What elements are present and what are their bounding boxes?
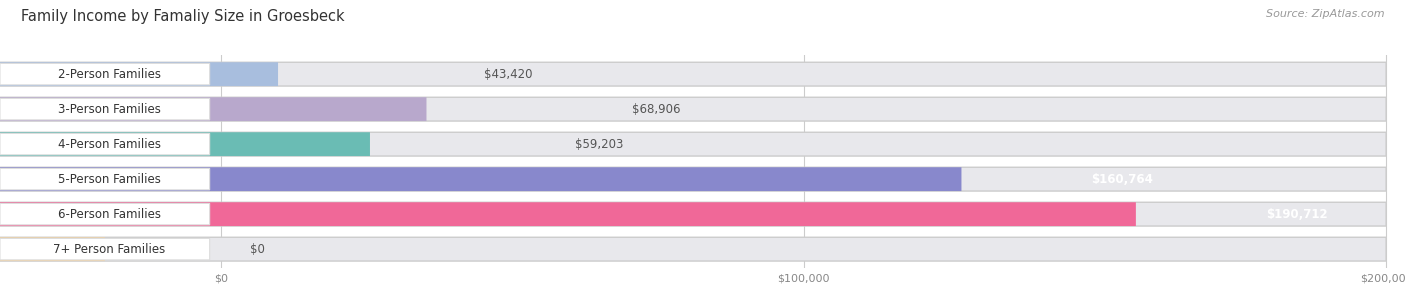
Text: $160,764: $160,764 <box>1091 173 1153 186</box>
Text: 3-Person Families: 3-Person Families <box>58 103 160 116</box>
FancyBboxPatch shape <box>0 97 1386 121</box>
FancyBboxPatch shape <box>0 134 209 155</box>
FancyBboxPatch shape <box>0 237 1386 261</box>
FancyBboxPatch shape <box>0 202 1136 226</box>
Text: $0: $0 <box>250 243 266 256</box>
Text: Family Income by Famaliy Size in Groesbeck: Family Income by Famaliy Size in Groesbe… <box>21 9 344 24</box>
FancyBboxPatch shape <box>0 237 105 261</box>
FancyBboxPatch shape <box>0 132 370 156</box>
Text: 6-Person Families: 6-Person Families <box>58 208 160 221</box>
FancyBboxPatch shape <box>0 97 426 121</box>
FancyBboxPatch shape <box>0 63 209 85</box>
Text: $190,712: $190,712 <box>1265 208 1327 221</box>
FancyBboxPatch shape <box>0 239 209 260</box>
Text: $43,420: $43,420 <box>484 68 531 81</box>
FancyBboxPatch shape <box>0 99 209 120</box>
Text: 5-Person Families: 5-Person Families <box>58 173 160 186</box>
FancyBboxPatch shape <box>0 203 209 225</box>
FancyBboxPatch shape <box>0 62 1386 86</box>
Text: 2-Person Families: 2-Person Families <box>58 68 160 81</box>
Text: 7+ Person Families: 7+ Person Families <box>53 243 165 256</box>
FancyBboxPatch shape <box>0 167 1386 191</box>
FancyBboxPatch shape <box>0 202 1386 226</box>
FancyBboxPatch shape <box>0 62 278 86</box>
FancyBboxPatch shape <box>0 168 209 190</box>
FancyBboxPatch shape <box>0 167 962 191</box>
Text: $68,906: $68,906 <box>631 103 681 116</box>
Text: 4-Person Families: 4-Person Families <box>58 138 160 151</box>
Text: Source: ZipAtlas.com: Source: ZipAtlas.com <box>1267 9 1385 19</box>
FancyBboxPatch shape <box>0 132 1386 156</box>
Text: $59,203: $59,203 <box>575 138 624 151</box>
